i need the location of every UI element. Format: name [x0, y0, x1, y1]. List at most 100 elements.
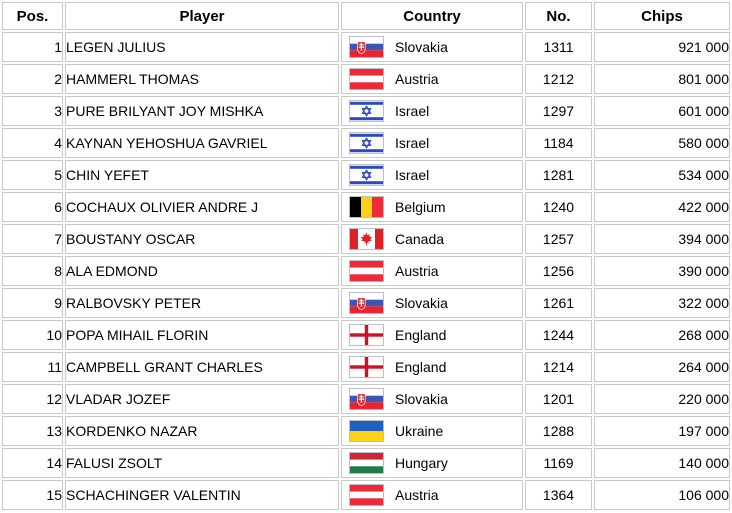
- header-no: No.: [525, 2, 592, 30]
- slovakia-flag-icon: [349, 388, 384, 410]
- player-name-cell: FALUSI ZSOLT: [65, 448, 339, 478]
- position-cell: 12: [2, 384, 63, 414]
- player-number-cell: 1244: [525, 320, 592, 350]
- chips-cell: 220 000: [594, 384, 730, 414]
- country-name: Canada: [395, 231, 445, 247]
- country-name: England: [395, 327, 447, 343]
- position-cell: 10: [2, 320, 63, 350]
- hungary-flag-icon: [349, 452, 384, 474]
- country-wrap: Ukraine: [342, 420, 522, 442]
- position-cell: 5: [2, 160, 63, 190]
- country-cell: England: [341, 320, 523, 350]
- slovakia-flag-icon: [349, 292, 384, 314]
- country-wrap: Hungary: [342, 452, 522, 474]
- country-name: Slovakia: [395, 39, 448, 55]
- israel-flag-icon: [349, 164, 384, 186]
- position-cell: 13: [2, 416, 63, 446]
- position-cell: 6: [2, 192, 63, 222]
- country-wrap: Austria: [342, 260, 522, 282]
- position-cell: 11: [2, 352, 63, 382]
- player-number-cell: 1261: [525, 288, 592, 318]
- country-wrap: Slovakia: [342, 292, 522, 314]
- country-name: England: [395, 359, 447, 375]
- chips-cell: 921 000: [594, 32, 730, 62]
- player-name-cell: BOUSTANY OSCAR: [65, 224, 339, 254]
- country-wrap: England: [342, 356, 522, 378]
- player-name-cell: COCHAUX OLIVIER ANDRE J: [65, 192, 339, 222]
- austria-flag-icon: [349, 68, 384, 90]
- player-number-cell: 1297: [525, 96, 592, 126]
- israel-flag-icon: [349, 100, 384, 122]
- table-row: 1 LEGEN JULIUS Slovakia 1311 921 000: [2, 32, 730, 62]
- table-row: 4 KAYNAN YEHOSHUA GAVRIEL Israel 1184 58…: [2, 128, 730, 158]
- chips-cell: 801 000: [594, 64, 730, 94]
- country-name: Austria: [395, 71, 439, 87]
- country-name: Israel: [395, 103, 430, 119]
- country-cell: Austria: [341, 480, 523, 510]
- country-cell: Slovakia: [341, 384, 523, 414]
- chips-cell: 601 000: [594, 96, 730, 126]
- chips-cell: 264 000: [594, 352, 730, 382]
- position-cell: 14: [2, 448, 63, 478]
- player-number-cell: 1256: [525, 256, 592, 286]
- country-name: Ukraine: [395, 423, 444, 439]
- player-name-cell: VLADAR JOZEF: [65, 384, 339, 414]
- country-wrap: Belgium: [342, 196, 522, 218]
- table-row: 7 BOUSTANY OSCAR Canada 1257 394 000: [2, 224, 730, 254]
- country-wrap: Israel: [342, 132, 522, 154]
- player-name-cell: SCHACHINGER VALENTIN: [65, 480, 339, 510]
- country-cell: Belgium: [341, 192, 523, 222]
- country-name: Israel: [395, 167, 430, 183]
- table-row: 12 VLADAR JOZEF Slovakia 1201 220 000: [2, 384, 730, 414]
- country-cell: Israel: [341, 128, 523, 158]
- country-name: Hungary: [395, 455, 448, 471]
- country-cell: Hungary: [341, 448, 523, 478]
- table-row: 2 HAMMERL THOMAS Austria 1212 801 000: [2, 64, 730, 94]
- country-wrap: Slovakia: [342, 36, 522, 58]
- table-row: 6 COCHAUX OLIVIER ANDRE J Belgium 1240 4…: [2, 192, 730, 222]
- country-cell: Slovakia: [341, 288, 523, 318]
- player-name-cell: POPA MIHAIL FLORIN: [65, 320, 339, 350]
- player-name-cell: CAMPBELL GRANT CHARLES: [65, 352, 339, 382]
- header-country: Country: [341, 2, 523, 30]
- country-wrap: England: [342, 324, 522, 346]
- table-row: 3 PURE BRILYANT JOY MISHKA Israel 1297 6…: [2, 96, 730, 126]
- israel-flag-icon: [349, 132, 384, 154]
- table-row: 5 CHIN YEFET Israel 1281 534 000: [2, 160, 730, 190]
- table-row: 10 POPA MIHAIL FLORIN England 1244 268 0…: [2, 320, 730, 350]
- country-name: Austria: [395, 487, 439, 503]
- position-cell: 8: [2, 256, 63, 286]
- country-cell: Slovakia: [341, 32, 523, 62]
- player-name-cell: CHIN YEFET: [65, 160, 339, 190]
- chips-cell: 106 000: [594, 480, 730, 510]
- player-number-cell: 1214: [525, 352, 592, 382]
- header-row: Pos. Player Country No. Chips: [2, 2, 730, 30]
- chips-cell: 390 000: [594, 256, 730, 286]
- country-cell: Israel: [341, 96, 523, 126]
- player-number-cell: 1311: [525, 32, 592, 62]
- canada-flag-icon: [349, 228, 384, 250]
- table-row: 14 FALUSI ZSOLT Hungary 1169 140 000: [2, 448, 730, 478]
- country-cell: England: [341, 352, 523, 382]
- country-wrap: Israel: [342, 100, 522, 122]
- player-name-cell: LEGEN JULIUS: [65, 32, 339, 62]
- england-flag-icon: [349, 324, 384, 346]
- country-name: Slovakia: [395, 391, 448, 407]
- player-number-cell: 1240: [525, 192, 592, 222]
- country-wrap: Israel: [342, 164, 522, 186]
- belgium-flag-icon: [349, 196, 384, 218]
- table-row: 8 ALA EDMOND Austria 1256 390 000: [2, 256, 730, 286]
- slovakia-flag-icon: [349, 36, 384, 58]
- ukraine-flag-icon: [349, 420, 384, 442]
- country-wrap: Austria: [342, 484, 522, 506]
- player-name-cell: RALBOVSKY PETER: [65, 288, 339, 318]
- player-name-cell: PURE BRILYANT JOY MISHKA: [65, 96, 339, 126]
- table-row: 11 CAMPBELL GRANT CHARLES England 1214 2…: [2, 352, 730, 382]
- position-cell: 1: [2, 32, 63, 62]
- header-chips: Chips: [594, 2, 730, 30]
- country-cell: Israel: [341, 160, 523, 190]
- position-cell: 7: [2, 224, 63, 254]
- player-name-cell: HAMMERL THOMAS: [65, 64, 339, 94]
- austria-flag-icon: [349, 484, 384, 506]
